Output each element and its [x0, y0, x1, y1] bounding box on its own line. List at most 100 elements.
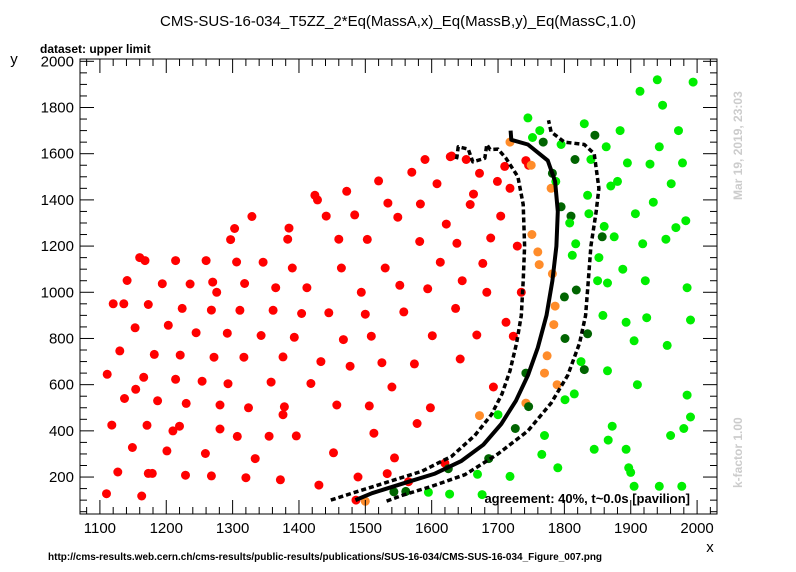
expected-limit-upper-curve	[330, 142, 527, 502]
green-point	[599, 221, 609, 231]
green-point	[603, 366, 612, 376]
darkgreen-point	[538, 137, 548, 147]
red-point	[226, 235, 236, 245]
green-point	[598, 310, 608, 320]
red-point	[115, 346, 125, 356]
red-point	[223, 379, 233, 389]
red-point	[500, 161, 510, 171]
red-point	[508, 331, 518, 341]
green-point	[640, 276, 650, 286]
green-point	[671, 223, 681, 233]
red-point	[149, 349, 159, 359]
y-tick-label: 1000	[41, 284, 74, 301]
green-point	[618, 264, 628, 274]
green-point	[535, 126, 545, 136]
darkgreen-point	[566, 211, 576, 221]
red-point	[171, 374, 181, 384]
red-point	[353, 472, 363, 482]
green-point	[477, 490, 487, 500]
red-point	[171, 256, 181, 266]
x-tick-label: 1300	[216, 520, 249, 537]
red-point	[127, 443, 137, 452]
darkgreen-point	[389, 487, 399, 497]
red-point	[241, 473, 251, 483]
green-point	[662, 340, 672, 350]
green-point	[493, 410, 503, 420]
green-point	[686, 412, 695, 422]
y-tick-label: 2000	[41, 53, 74, 70]
red-point	[383, 198, 393, 208]
red-point	[147, 468, 157, 478]
red-point	[324, 308, 334, 318]
red-point	[427, 331, 437, 341]
red-point	[289, 332, 299, 342]
red-point	[415, 237, 425, 246]
red-point	[102, 369, 112, 379]
red-point	[163, 320, 173, 330]
green-point	[576, 357, 586, 367]
green-point	[629, 481, 639, 491]
red-point	[240, 279, 250, 288]
green-point	[666, 179, 676, 189]
red-point	[313, 195, 322, 205]
red-point	[215, 424, 225, 434]
y-tick-label: 600	[49, 377, 74, 394]
red-point	[457, 276, 467, 286]
green-point	[553, 463, 563, 473]
green-point	[635, 86, 645, 96]
orange-point	[552, 380, 562, 390]
red-point	[366, 331, 376, 341]
green-point	[594, 253, 604, 263]
darkgreen-point	[559, 292, 569, 302]
chart-subtitle: dataset: upper limit	[40, 42, 151, 56]
red-point	[142, 420, 152, 430]
plot-frame	[79, 58, 718, 515]
green-point	[473, 469, 482, 479]
green-point	[540, 431, 549, 440]
red-point	[399, 307, 409, 317]
red-point	[287, 263, 297, 273]
red-point	[215, 400, 225, 410]
green-point	[606, 181, 616, 191]
red-point	[153, 396, 163, 406]
red-point	[268, 305, 278, 315]
red-point	[409, 359, 419, 369]
green-point	[621, 317, 631, 327]
red-point	[200, 449, 210, 458]
green-point	[565, 218, 575, 228]
red-point	[469, 189, 478, 199]
red-point	[461, 155, 471, 164]
red-point	[369, 428, 379, 438]
red-point	[451, 303, 461, 313]
green-point	[679, 424, 689, 433]
green-point	[688, 77, 698, 87]
red-point	[345, 361, 355, 371]
red-point	[119, 299, 129, 309]
red-point	[185, 279, 195, 289]
red-point	[275, 475, 285, 485]
x-tick-label: 1100	[84, 520, 116, 537]
orange-point	[527, 230, 537, 239]
red-point	[420, 155, 430, 164]
green-point	[666, 431, 676, 440]
red-point	[137, 491, 147, 501]
red-point	[206, 471, 216, 481]
red-point	[316, 357, 326, 367]
darkgreen-point	[597, 232, 607, 242]
green-point	[658, 100, 668, 110]
darkgreen-point	[560, 334, 570, 343]
red-point	[332, 400, 342, 410]
red-point	[465, 200, 475, 209]
green-point	[613, 176, 622, 186]
x-tick-label: 1700	[481, 520, 514, 537]
red-point	[113, 467, 123, 477]
red-point	[441, 219, 451, 229]
green-point	[556, 140, 566, 149]
green-point	[603, 278, 612, 288]
red-point	[486, 233, 496, 243]
timestamp-label: Mar 19, 2019, 23:03	[731, 91, 745, 200]
red-point	[201, 256, 211, 266]
green-point	[632, 380, 642, 390]
green-point	[584, 209, 594, 219]
red-point	[387, 382, 397, 392]
